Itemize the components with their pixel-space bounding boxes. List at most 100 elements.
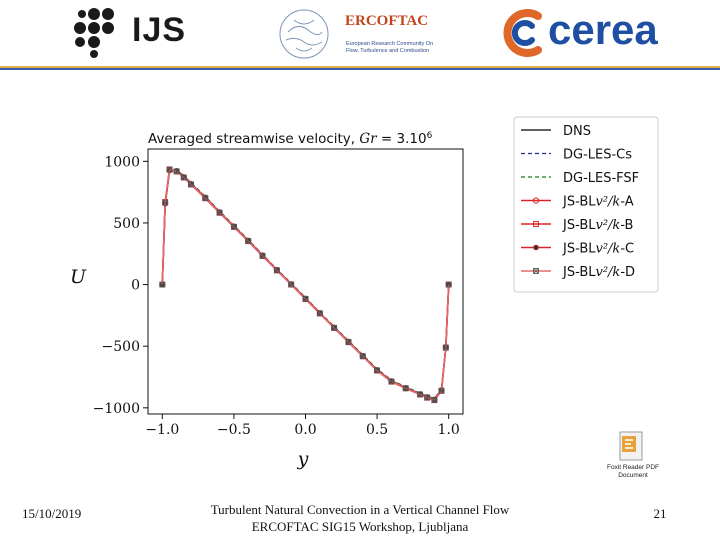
data-point [202, 195, 209, 201]
series-line [161, 169, 450, 401]
legend-label: JS-BLv²/k-C [562, 242, 634, 257]
data-point [288, 281, 295, 288]
data-point-cross [424, 395, 430, 400]
page-number: 21 [653, 506, 667, 521]
series-3 [161, 169, 450, 400]
header-divider [0, 66, 720, 70]
legend-entry: JS-BLv²/k-D [521, 265, 635, 280]
data-point [231, 223, 237, 230]
legend-label-text: DNS [563, 124, 591, 139]
pdf-label-line1: Foxit Reader PDF [606, 464, 660, 471]
ercoftac-tagline: European Research Community On Flow, Tur… [346, 41, 456, 54]
chart-legend: DNSDG-LES-CsDG-LES-FSFJS-BLv²/k-AJS-BLv²… [513, 116, 659, 293]
legend-entry: DNS [521, 124, 591, 139]
pdf-attachment[interactable]: Foxit Reader PDF Document [596, 430, 670, 486]
ercoftac-tagline-line2: Flow, Turbulence and Combustion [346, 47, 430, 54]
data-point-cross [417, 392, 423, 397]
legend-label: DG-LES-Cs [563, 148, 632, 163]
data-point-cross [439, 388, 444, 393]
y-axis-label: U [70, 266, 87, 288]
series-line [161, 169, 450, 401]
y-tick-label: −1000 [93, 401, 140, 417]
data-point [273, 267, 280, 274]
data-point [402, 385, 409, 392]
data-point [359, 353, 366, 360]
data-point [331, 324, 338, 331]
ijs-logo: IJS [72, 6, 202, 58]
data-point-cross [167, 167, 172, 172]
data-point-cross [533, 268, 539, 274]
data-point [533, 221, 539, 227]
legend-label-text: DG-LES-FSF [563, 171, 639, 186]
data-point [316, 310, 323, 317]
y-tick-label: 1000 [104, 154, 140, 170]
data-point-cross [374, 368, 380, 373]
chart-title-math: Gr [359, 131, 378, 147]
ijs-logo-text: IJS [132, 11, 187, 49]
data-point [442, 344, 449, 351]
legend-entry: DG-LES-FSF [521, 171, 639, 186]
pdf-label: Foxit Reader PDF Document [596, 464, 670, 480]
legend-label-math: v²/k [595, 218, 620, 233]
legend-label-suffix: -B [620, 218, 633, 233]
data-point [188, 181, 194, 188]
legend-entry: JS-BLv²/k-A [521, 195, 634, 210]
cerea-logo: cerea [498, 4, 688, 60]
series-5 [159, 166, 452, 404]
chart-title-main: Averaged streamwise velocity, [148, 131, 359, 147]
data-point-cross [217, 210, 222, 215]
data-point [438, 387, 445, 394]
data-point [532, 197, 540, 204]
x-tick-label: −1.0 [145, 422, 179, 438]
y-axis-ticks: 1000 500 0 −500 −1000 [93, 154, 148, 417]
data-point-cross [202, 195, 208, 201]
series-4 [159, 166, 452, 403]
series-line [161, 169, 450, 400]
legend-entry: JS-BLv²/k-B [521, 218, 633, 233]
data-point-cross [303, 296, 308, 302]
data-point [162, 199, 169, 206]
legend-entry: JS-BLv²/k-C [521, 242, 634, 257]
legend-label-text: JS-BL [562, 265, 596, 280]
data-point [424, 394, 431, 401]
data-point-cross [346, 339, 351, 345]
series-line [161, 168, 450, 402]
series-line [161, 168, 450, 401]
legend-label-math: v²/k [595, 265, 620, 280]
velocity-chart: Averaged streamwise velocity, Gr = 3.106… [70, 116, 659, 470]
y-tick-label: 500 [113, 216, 140, 232]
data-point-cross [317, 311, 323, 316]
chart-title: Averaged streamwise velocity, Gr = 3.106 [148, 131, 433, 147]
ijs-dots-icon [74, 8, 114, 58]
footer-title: Turbulent Natural Convection in a Vertic… [160, 501, 560, 535]
pdf-label-line2: Document [618, 472, 648, 479]
legend-label-math: v²/k [595, 195, 620, 210]
data-point-cross [446, 282, 451, 287]
data-point [445, 281, 452, 288]
ercoftac-tagline-line1: European Research Community On [346, 41, 434, 47]
data-point-cross [162, 200, 168, 205]
legend-label: DNS [563, 124, 591, 139]
data-point [245, 238, 252, 244]
x-axis-ticks: −1.0 −0.5 0.0 0.5 1.0 [145, 414, 460, 438]
data-point-cross [432, 397, 437, 403]
y-tick-label: −500 [102, 339, 140, 355]
data-point [302, 295, 309, 302]
data-point [166, 166, 173, 173]
data-point-cross [245, 238, 251, 244]
data-point-cross [360, 353, 366, 359]
data-point-cross [274, 268, 280, 273]
data-point-cross [389, 379, 394, 384]
ercoftac-globe-icon [279, 9, 329, 59]
legend-label-suffix: -D [620, 265, 635, 280]
x-axis-label: y [297, 448, 309, 470]
data-point [388, 378, 395, 385]
footer-title-line1: Turbulent Natural Convection in a Vertic… [210, 502, 510, 517]
series-6 [159, 167, 452, 403]
legend-label: JS-BLv²/k-D [562, 265, 635, 280]
data-point [159, 281, 166, 288]
x-tick-label: 0.0 [294, 422, 316, 438]
legend-entry: DG-LES-Cs [521, 148, 632, 163]
legend-label-text: DG-LES-Cs [563, 148, 632, 163]
divider-blue [0, 68, 720, 70]
